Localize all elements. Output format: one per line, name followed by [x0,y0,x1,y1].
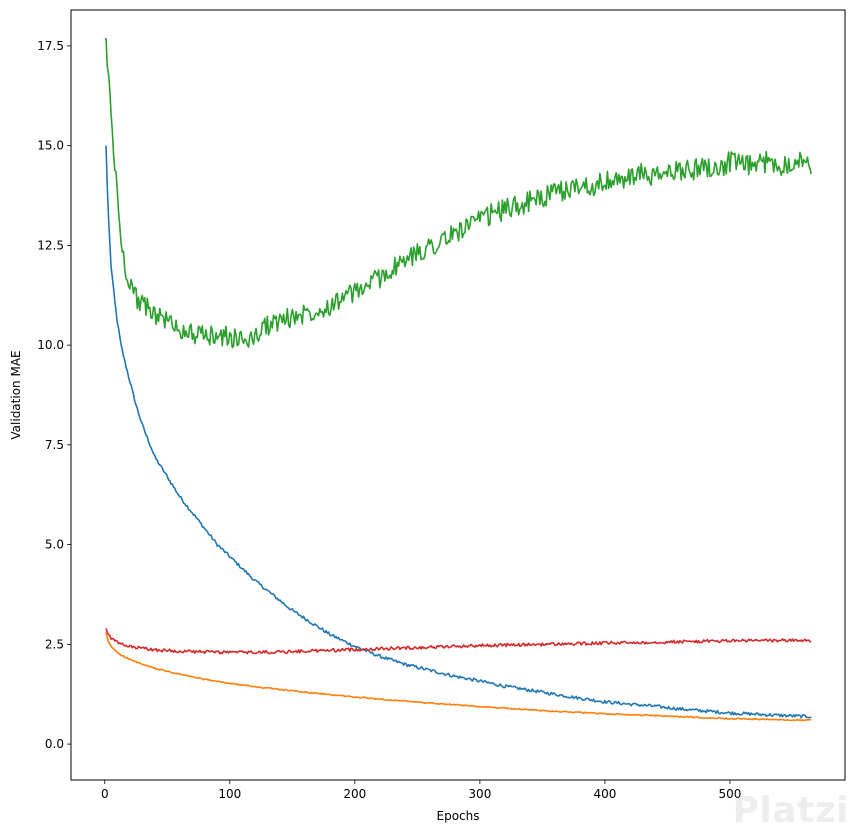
series-3-line [105,37,813,349]
x-tick-label: 100 [218,787,241,801]
y-axis-label: Validation MAE [9,350,23,439]
x-tick-label: 200 [343,787,366,801]
y-tick-label: 17.5 [37,39,64,53]
y-tick-label: 5.0 [45,538,64,552]
series-1-line [105,145,812,719]
x-tick-label: 300 [468,787,491,801]
platzi-watermark: Platzi [732,790,849,831]
x-tick-label: 500 [719,787,742,801]
y-tick-label: 0.0 [45,737,64,751]
y-tick-label: 7.5 [45,438,64,452]
x-tick-label: 400 [593,787,616,801]
series-layer [105,37,813,722]
series-4-line [105,628,812,655]
y-tick-label: 12.5 [37,238,64,252]
x-axis-label: Epochs [437,809,480,823]
plot-area-frame [70,9,846,781]
tick-layer: 0 100 200 300 400 500 0.0 2.5 5.0 7.5 10.0 12.5 15.0… [37,39,741,801]
series-2-line [105,632,812,722]
x-tick-label: 0 [101,787,109,801]
y-tick-label: 15.0 [37,139,64,153]
y-tick-label: 10.0 [37,338,64,352]
y-tick-label: 2.5 [45,637,64,651]
